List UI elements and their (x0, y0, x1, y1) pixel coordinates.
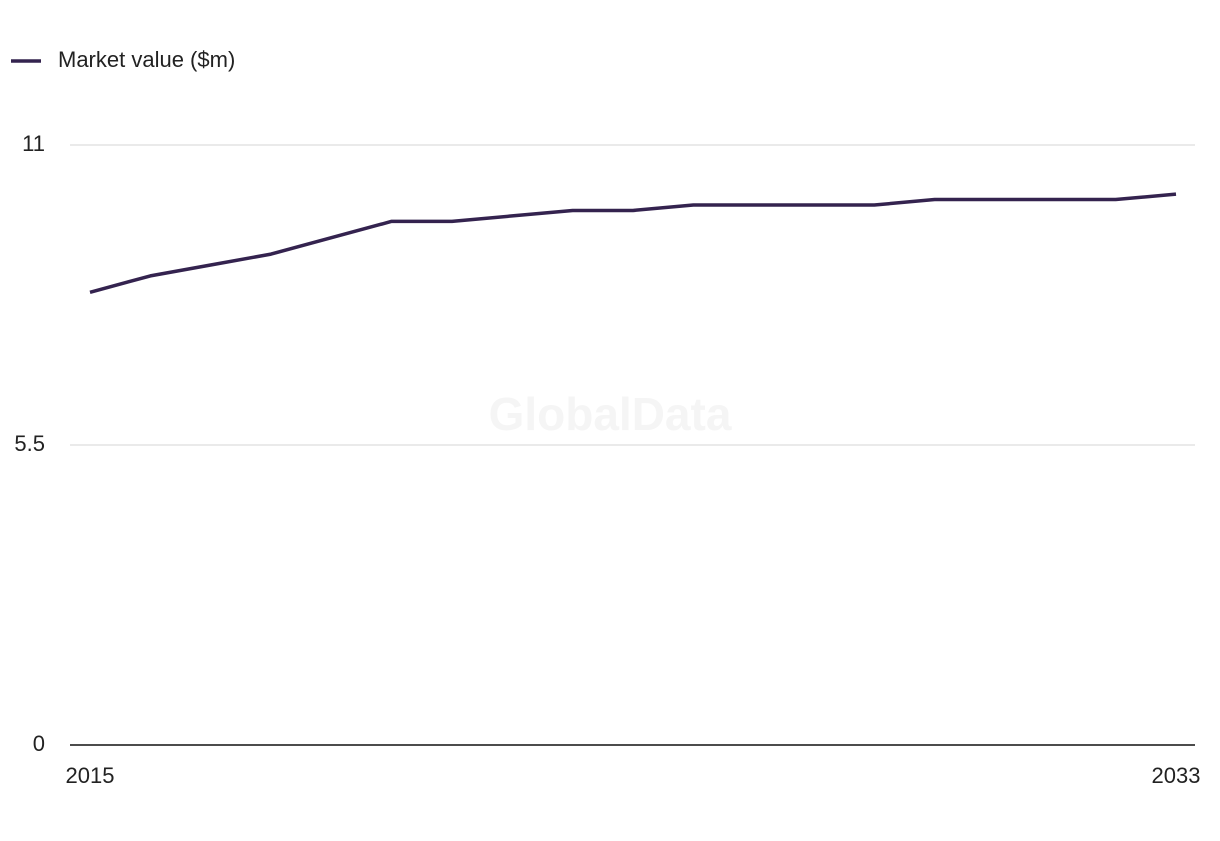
y-tick-label: 5.5 (14, 431, 45, 456)
y-tick-label: 11 (22, 131, 45, 156)
x-tick-label: 2015 (66, 763, 115, 788)
y-tick-label: 0 (33, 731, 45, 756)
x-tick-label: 2033 (1152, 763, 1201, 788)
legend-label: Market value ($m) (58, 47, 235, 72)
data-line (89, 192, 1177, 294)
watermark: GlobalData (489, 388, 732, 440)
